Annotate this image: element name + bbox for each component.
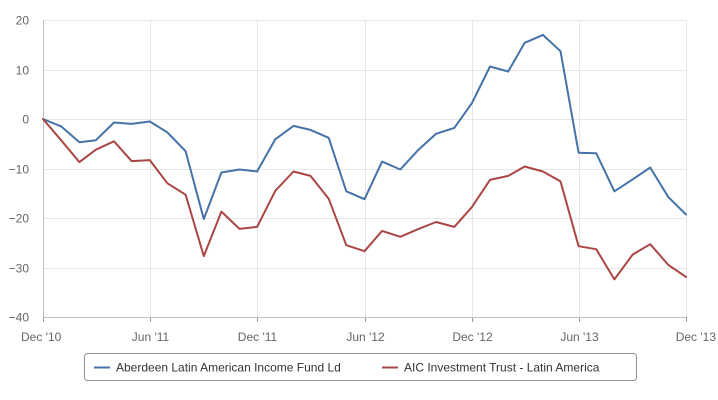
y-tick-label: −20 bbox=[9, 212, 30, 226]
y-tick-label: −10 bbox=[9, 163, 30, 177]
x-tick-label: Dec '11 bbox=[238, 330, 278, 344]
x-tick-label: Dec '13 bbox=[676, 330, 717, 344]
x-tick-label: Dec '12 bbox=[452, 330, 493, 344]
x-tick-label: Jun '13 bbox=[560, 330, 599, 344]
series-layer bbox=[42, 33, 687, 281]
x-tick-label: Dec '10 bbox=[21, 330, 62, 344]
legend-box bbox=[84, 353, 637, 381]
y-tick-label: 10 bbox=[16, 64, 30, 78]
legend-label: Aberdeen Latin American Income Fund Ld bbox=[116, 361, 341, 375]
x-tick-label: Jun '11 bbox=[132, 330, 170, 344]
legend-item-2[interactable]: AIC Investment Trust - Latin America bbox=[382, 361, 600, 375]
y-tick-label: −30 bbox=[9, 262, 30, 276]
y-tick-label: 20 bbox=[16, 14, 30, 28]
legend[interactable]: Aberdeen Latin American Income Fund Ld AI… bbox=[84, 353, 637, 381]
y-tick-label: 0 bbox=[22, 113, 29, 127]
grid-layer bbox=[43, 20, 687, 318]
series-line-1[interactable] bbox=[42, 33, 687, 220]
legend-label: AIC Investment Trust - Latin America bbox=[404, 361, 600, 375]
legend-item-1[interactable]: Aberdeen Latin American Income Fund Ld bbox=[94, 361, 341, 375]
axis-layer: 20 10 0 −10 −20 −30 −40 Dec '10 Jun '11 Dec '11 Ju… bbox=[9, 14, 717, 345]
series-line-2[interactable] bbox=[42, 118, 687, 281]
y-tick-label: −40 bbox=[9, 311, 30, 325]
x-tick-label: Jun '12 bbox=[346, 330, 385, 344]
